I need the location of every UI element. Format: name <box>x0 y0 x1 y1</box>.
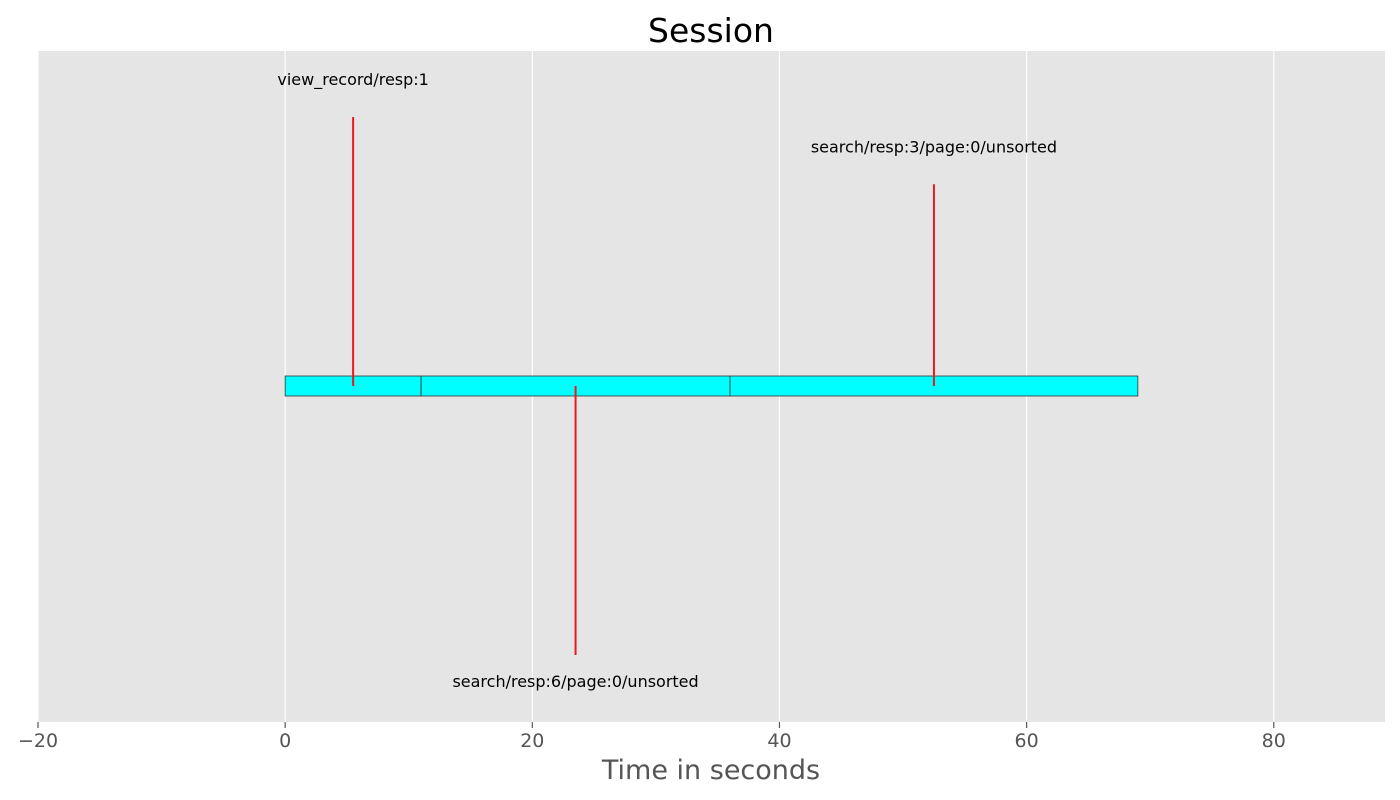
event-markers: view_record/resp:1 search/resp:6/page:0/u… <box>277 70 1057 691</box>
x-axis-ticks: −20 0 20 40 60 80 <box>18 722 1286 752</box>
x-tick-label: 20 <box>520 730 544 752</box>
event-label: view_record/resp:1 <box>277 70 428 90</box>
chart-title: Session <box>648 11 774 50</box>
x-tick-label: 60 <box>1015 730 1039 752</box>
x-tick-label: −20 <box>18 730 58 752</box>
x-axis-label: Time in seconds <box>601 755 820 786</box>
x-tick-label: 40 <box>767 730 791 752</box>
x-tick-label: 80 <box>1262 730 1286 752</box>
x-tick-label: 0 <box>279 730 291 752</box>
event-label: search/resp:3/page:0/unsorted <box>811 137 1057 156</box>
session-segments <box>284 375 1139 397</box>
event-label: search/resp:6/page:0/unsorted <box>452 672 698 691</box>
